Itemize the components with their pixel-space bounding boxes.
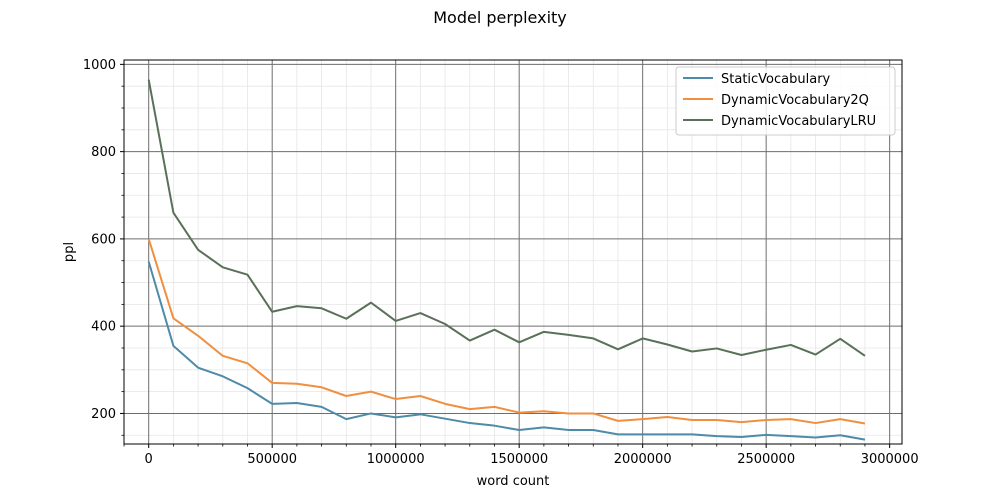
x-tick-label: 3000000 <box>861 452 919 467</box>
x-tick-label: 2000000 <box>614 452 672 467</box>
x-tick-label: 1000000 <box>367 452 425 467</box>
legend: StaticVocabulary DynamicVocabulary2Q Dynam… <box>675 66 896 136</box>
axis-ticks: 0 500000 1000000 1500000 2000000 2500000 30000… <box>83 58 919 467</box>
y-tick-label: 1000 <box>83 58 116 73</box>
x-tick-label: 2500000 <box>737 452 795 467</box>
x-tick-label: 0 <box>145 452 153 467</box>
series-lines <box>147 79 866 441</box>
legend-label-2: DynamicVocabularyLRU <box>721 114 876 129</box>
series-line-1 <box>147 238 866 425</box>
y-tick-label: 800 <box>91 145 116 160</box>
y-tick-label: 200 <box>91 407 116 422</box>
legend-box <box>675 66 896 136</box>
series-line-0 <box>147 261 866 441</box>
x-axis-label: word count <box>477 474 550 489</box>
series-line-2 <box>147 79 866 357</box>
y-tick-label: 400 <box>91 320 116 335</box>
axes-frame <box>123 59 903 445</box>
chart-title: Model perplexity <box>433 8 567 27</box>
x-tick-label: 500000 <box>247 452 297 467</box>
legend-label-0: StaticVocabulary <box>721 72 831 87</box>
y-axis-label: ppl <box>62 242 77 262</box>
legend-label-1: DynamicVocabulary2Q <box>721 93 869 108</box>
y-tick-label: 600 <box>91 232 116 247</box>
x-tick-label: 1500000 <box>490 452 548 467</box>
